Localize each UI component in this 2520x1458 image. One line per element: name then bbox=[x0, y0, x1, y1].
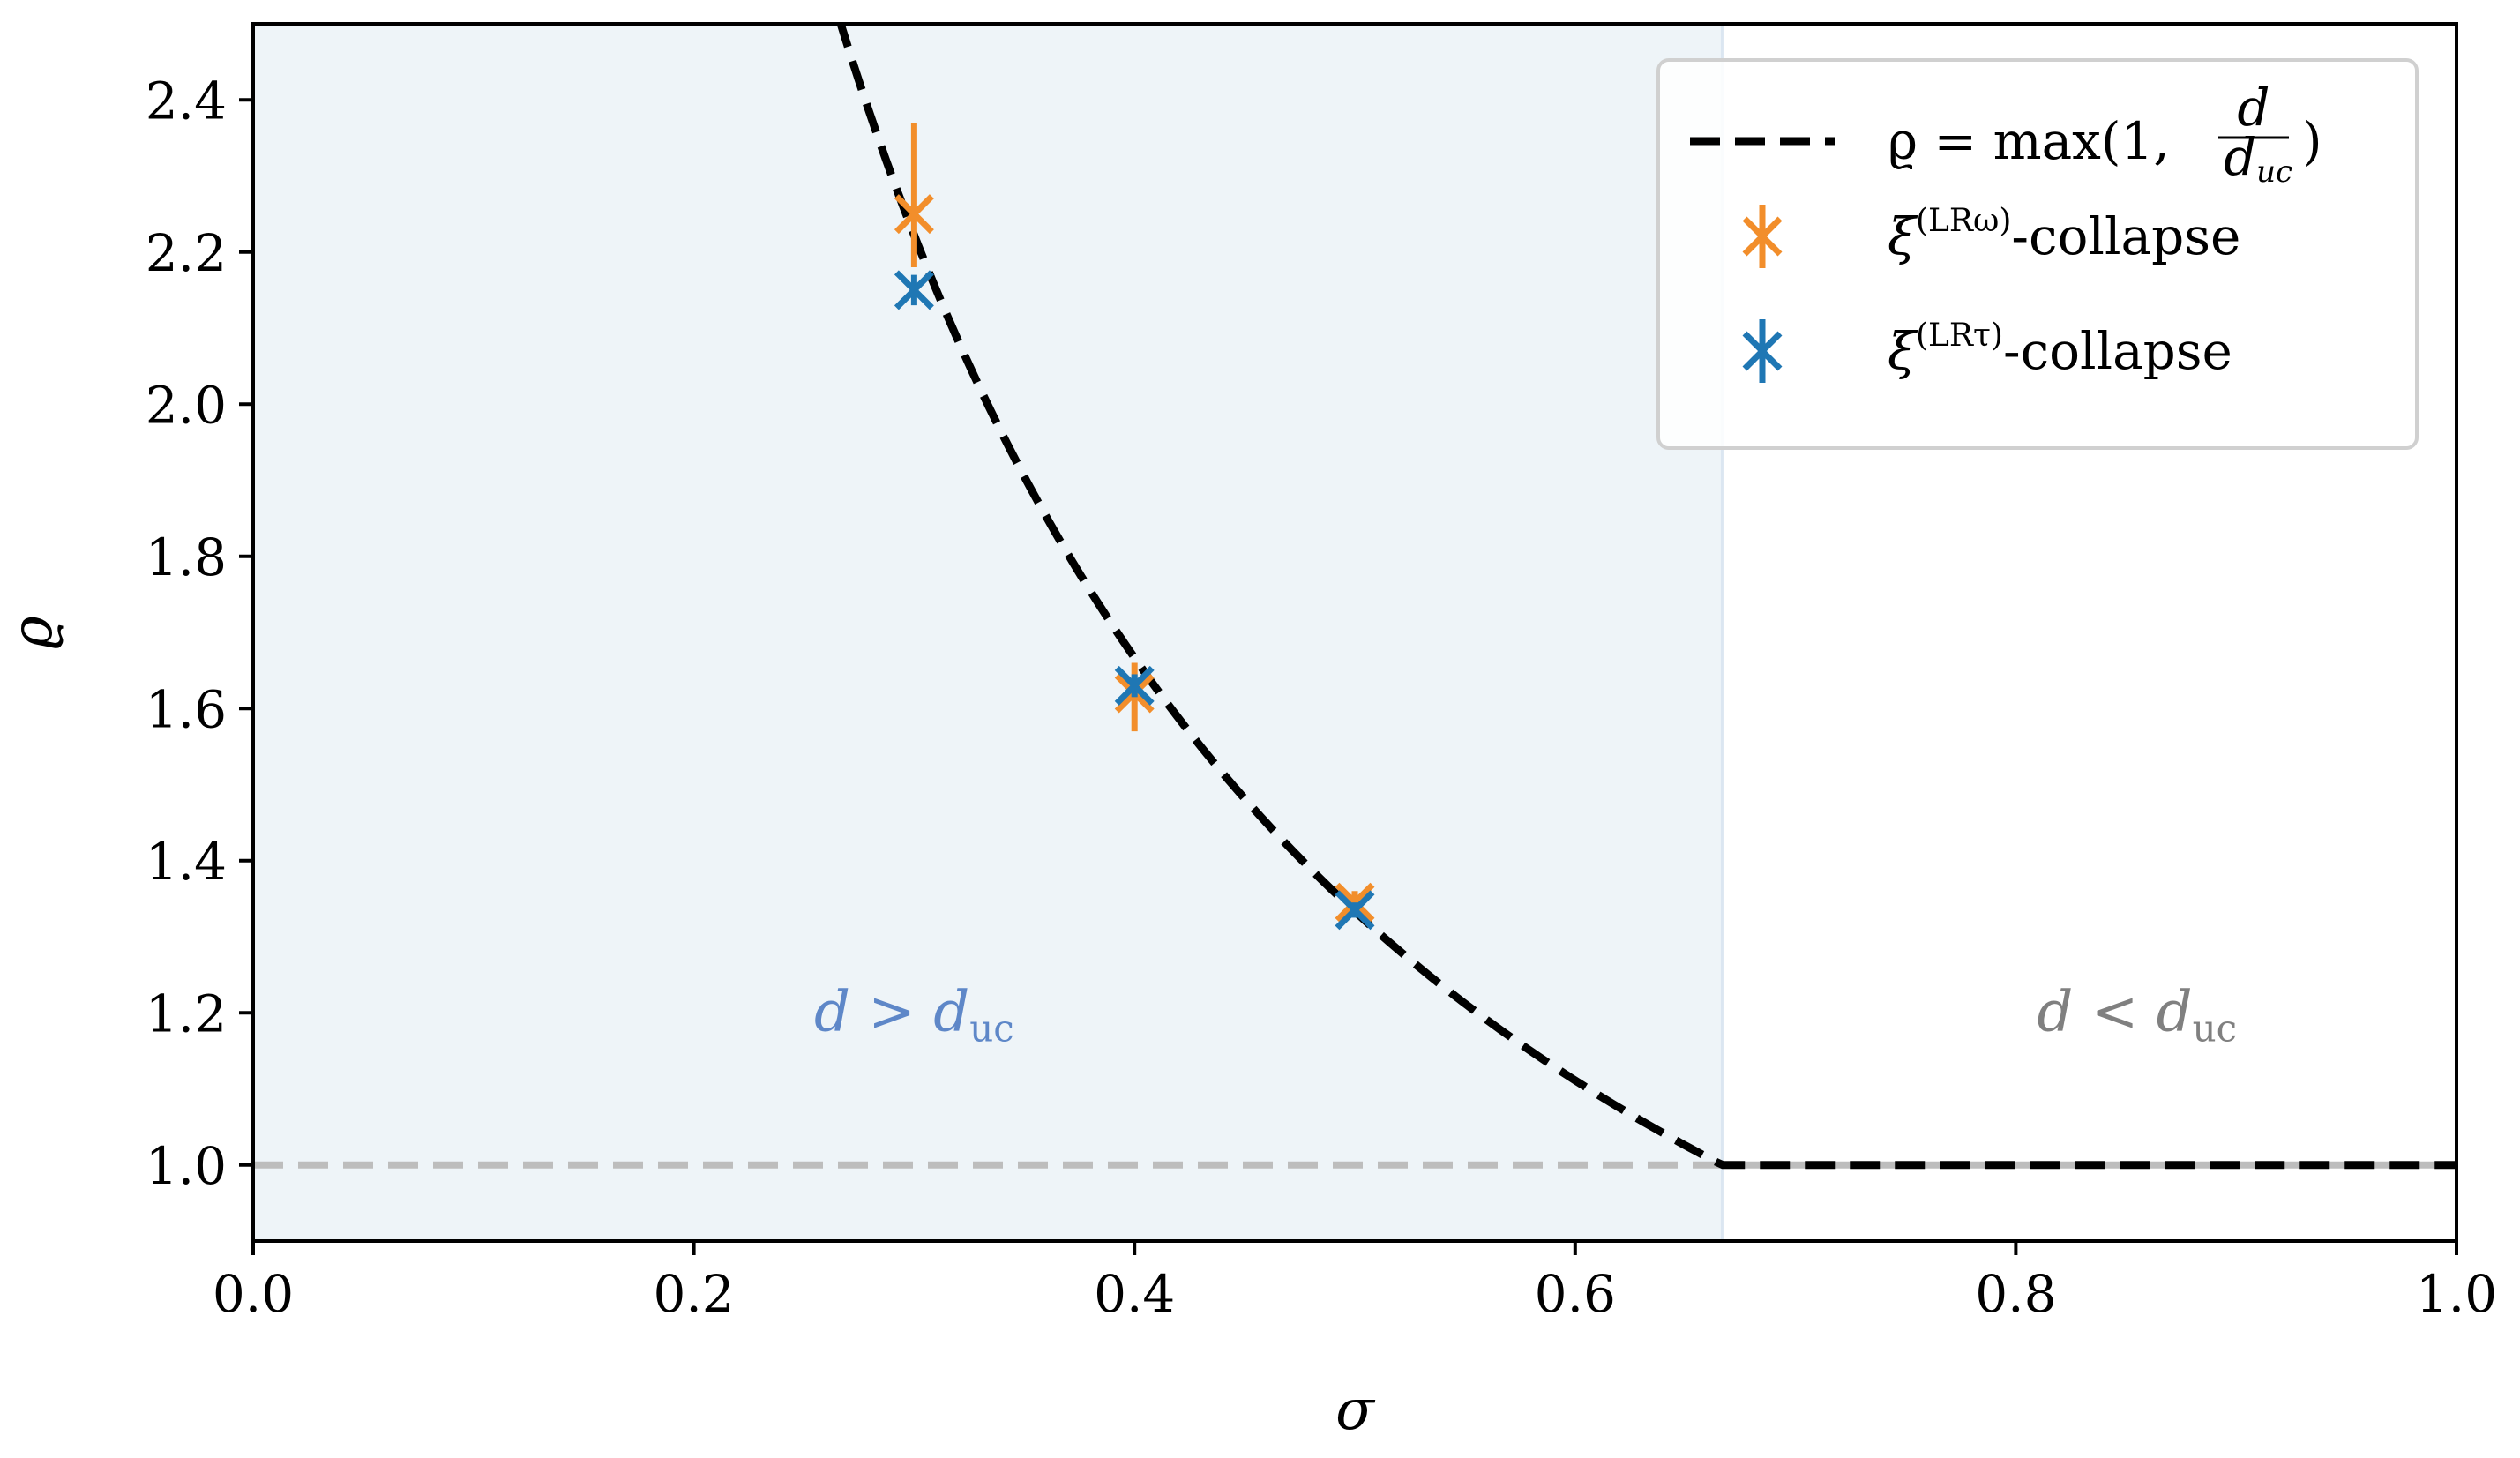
legend-frac-num: d bbox=[2237, 78, 2269, 138]
y-tick-label: 2.0 bbox=[146, 375, 227, 435]
y-tick-label: 1.0 bbox=[146, 1136, 227, 1196]
legend-rest: -collapse bbox=[2003, 321, 2232, 381]
legend-frac-den-sub: uc bbox=[2256, 154, 2292, 190]
legend-theory-main: ϱ = max(1, bbox=[1888, 111, 2170, 171]
legend-box bbox=[1656, 58, 2419, 450]
legend-swatch-series-2 bbox=[1742, 319, 1783, 383]
shaded-region bbox=[253, 24, 1723, 1241]
legend-frac-den-main: d bbox=[2224, 127, 2256, 187]
x-tick-label: 0.4 bbox=[1094, 1264, 1175, 1324]
legend-marker bbox=[1742, 216, 1783, 257]
region-label-left: d > duc bbox=[814, 979, 1014, 1050]
data-point bbox=[894, 270, 934, 310]
legend-sup: (LRτ) bbox=[1916, 318, 2003, 354]
data-point bbox=[894, 194, 934, 235]
y-tick-label: 1.2 bbox=[146, 983, 227, 1043]
plot-area: d > duc d < duc bbox=[253, 24, 2456, 1241]
region-label-right-sub: uc bbox=[2193, 1006, 2238, 1050]
y-tick-label: 1.6 bbox=[146, 679, 227, 739]
legend-label-theory: ϱ = max(1, bbox=[1888, 111, 2170, 171]
theory-curve bbox=[836, 24, 2456, 1170]
legend-frac-den: duc bbox=[2224, 127, 2292, 190]
legend-theory-close: ) bbox=[2302, 111, 2322, 171]
legend-sym: ξ bbox=[1888, 206, 1918, 266]
x-tick-label: 0.2 bbox=[653, 1264, 734, 1324]
legend-label-series-2: ξ(LRτ)-collapse bbox=[1888, 318, 2232, 381]
legend-marker bbox=[1742, 331, 1783, 371]
legend-sup: (LRω) bbox=[1916, 203, 2011, 239]
legend-swatch-series-1 bbox=[1742, 205, 1783, 268]
x-tick-label: 0.6 bbox=[1535, 1264, 1616, 1324]
series-2 bbox=[894, 270, 1375, 931]
x-axis-label: σ bbox=[1335, 1378, 1376, 1443]
legend-rest: -collapse bbox=[2011, 206, 2240, 266]
region-label-right-main: d < d bbox=[2037, 979, 2192, 1044]
legend-sym: ξ bbox=[1888, 321, 1918, 381]
y-tick-label: 2.2 bbox=[146, 223, 227, 283]
region-label-left-main: d > d bbox=[814, 979, 969, 1044]
y-tick-label: 1.8 bbox=[146, 527, 227, 587]
y-axis-label: ϱ bbox=[0, 616, 65, 649]
y-tick-label: 2.4 bbox=[146, 71, 227, 131]
x-tick-label: 0.0 bbox=[213, 1264, 294, 1324]
region-label-right: d < duc bbox=[2037, 979, 2237, 1050]
plot-frame bbox=[251, 22, 2458, 1243]
legend-label-series-1: ξ(LRω)-collapse bbox=[1888, 203, 2240, 266]
region-label-left-sub: uc bbox=[969, 1006, 1014, 1050]
data-point bbox=[1114, 665, 1155, 706]
x-tick-label: 0.8 bbox=[1975, 1264, 2056, 1324]
x-tick-label: 1.0 bbox=[2416, 1264, 2497, 1324]
data-point bbox=[1335, 890, 1375, 931]
y-tick-label: 1.4 bbox=[146, 832, 227, 892]
